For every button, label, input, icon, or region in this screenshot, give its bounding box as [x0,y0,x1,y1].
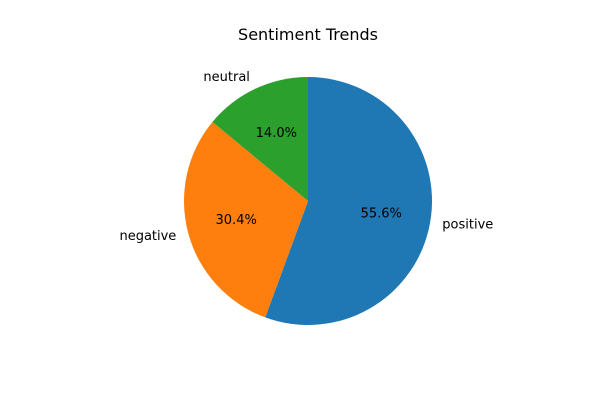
chart-title: Sentiment Trends [238,25,378,44]
pie-slice-neutral [212,77,308,201]
pct-label-negative: 30.4% [216,213,257,228]
pie-slice-positive [265,77,433,325]
slice-label-neutral: neutral [203,70,250,85]
pie-labels: 55.6% positive 30.4% negative 14.0% neutral [119,70,493,244]
pie-slice-negative [184,121,308,318]
pct-label-neutral: 14.0% [256,126,297,141]
pct-label-positive: 55.6% [361,207,402,222]
slice-label-positive: positive [442,217,493,232]
pie-slices [184,77,433,325]
slice-label-negative: negative [119,229,176,244]
